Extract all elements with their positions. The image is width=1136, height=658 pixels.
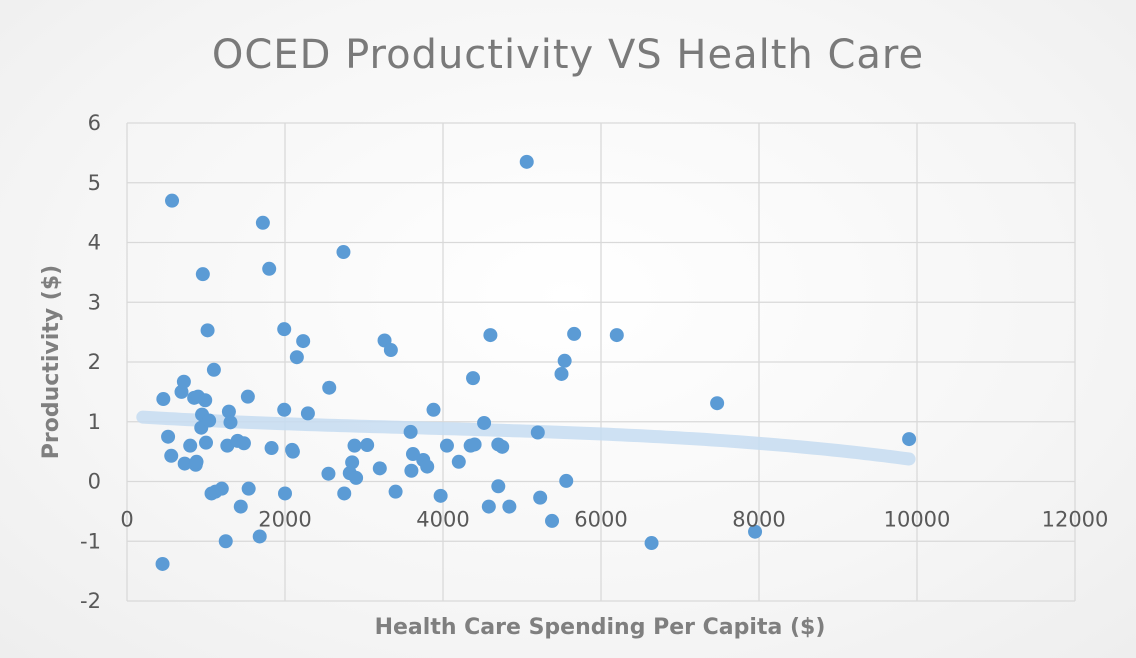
data-point (177, 456, 192, 471)
data-point (372, 461, 387, 476)
data-point (477, 415, 492, 430)
x-tick-label: 0 (120, 508, 133, 532)
data-point (337, 486, 352, 501)
y-tick-label: 3 (88, 290, 101, 314)
data-point (164, 448, 179, 463)
data-point (748, 524, 763, 539)
data-point (467, 437, 482, 452)
data-point (530, 425, 545, 440)
data-point (278, 486, 292, 501)
data-point (383, 343, 398, 358)
data-point (710, 396, 725, 411)
data-point (198, 393, 213, 408)
y-tick-label: -1 (80, 529, 101, 553)
y-tick-label: 2 (88, 350, 101, 374)
data-point (277, 402, 292, 417)
data-point (241, 481, 256, 496)
data-point (360, 438, 375, 453)
data-point (349, 470, 364, 485)
x-axis-ticks: 0 2000 4000 6000 8000 10000 12000 (120, 508, 1108, 532)
data-point (155, 556, 170, 571)
x-tick-label: 10000 (884, 508, 951, 532)
data-point (609, 328, 624, 343)
data-point (347, 438, 362, 453)
data-point (495, 439, 510, 454)
data-point (426, 402, 441, 417)
data-point (502, 499, 517, 514)
data-point (439, 438, 454, 453)
data-point (481, 499, 496, 514)
data-point (345, 455, 360, 470)
data-point (296, 334, 311, 349)
data-point (161, 429, 176, 444)
data-point (554, 366, 569, 381)
data-point (221, 404, 236, 419)
data-point (322, 380, 337, 395)
data-point (902, 432, 917, 447)
data-point (545, 513, 560, 528)
data-point (202, 413, 217, 428)
data-point (644, 536, 659, 551)
data-point (403, 424, 418, 439)
data-point (233, 499, 248, 514)
x-tick-label: 6000 (574, 508, 627, 532)
data-point (491, 479, 506, 494)
data-point (567, 326, 582, 341)
x-axis-label: Health Care Spending Per Capita ($) (375, 615, 826, 640)
data-point (199, 435, 213, 450)
data-point (289, 350, 304, 365)
y-tick-label: 0 (88, 470, 101, 494)
data-point (262, 261, 277, 276)
data-point (240, 389, 255, 404)
data-point (300, 406, 315, 421)
x-tick-label: 8000 (732, 508, 785, 532)
data-point (165, 193, 180, 208)
data-point (483, 328, 498, 343)
gridlines (126, 122, 1076, 602)
data-point (388, 484, 403, 499)
data-point (451, 454, 466, 469)
data-point (420, 459, 435, 474)
trendline (136, 410, 916, 466)
data-point (277, 322, 292, 337)
y-axis-ticks: -2 -1 0 1 2 3 4 5 6 (80, 111, 101, 613)
data-point (156, 392, 171, 407)
y-tick-label: 1 (88, 410, 101, 434)
y-tick-label: 4 (88, 231, 101, 255)
data-point (264, 441, 279, 456)
x-tick-label: 12000 (1042, 508, 1109, 532)
data-point (218, 534, 233, 549)
data-point (559, 473, 574, 488)
data-point (466, 371, 481, 386)
data-point (176, 374, 191, 389)
data-point (236, 436, 251, 451)
y-axis-label: Productivity ($) (39, 265, 64, 459)
data-point (183, 438, 198, 453)
y-tick-label: -2 (80, 589, 101, 613)
data-point (252, 529, 267, 544)
data-point (321, 466, 336, 481)
data-point (336, 245, 351, 260)
x-tick-label: 2000 (258, 508, 311, 532)
data-point (557, 353, 572, 368)
chart-title: OCED Productivity VS Health Care (212, 32, 924, 78)
data-point (404, 463, 419, 478)
y-tick-label: 6 (88, 111, 101, 135)
data-point (189, 454, 204, 469)
data-point (519, 154, 534, 169)
x-tick-label: 4000 (416, 508, 469, 532)
data-point (223, 415, 238, 430)
data-point (433, 488, 448, 503)
data-point (533, 490, 548, 505)
data-point (195, 267, 210, 282)
data-point (206, 362, 221, 377)
data-point (214, 481, 229, 496)
y-tick-label: 5 (88, 171, 101, 195)
data-points (155, 154, 917, 571)
data-point (285, 444, 300, 459)
data-point (255, 215, 270, 230)
data-point (405, 447, 420, 462)
data-point (200, 323, 215, 338)
